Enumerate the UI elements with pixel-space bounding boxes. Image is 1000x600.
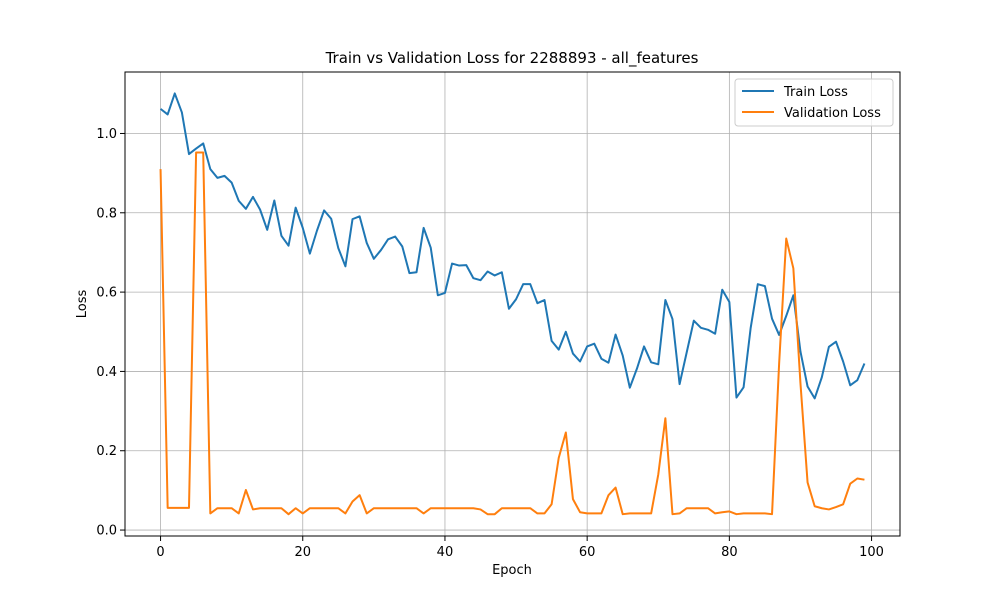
x-axis-ticks: 0 20 40 60 80 100	[156, 536, 884, 560]
x-tick-label: 40	[437, 545, 454, 560]
y-axis-ticks: 0.0 0.2 0.4 0.6 0.8 1.0	[96, 127, 125, 539]
series-line-validation-loss	[159, 151, 865, 516]
y-tick-label: 0.2	[96, 444, 117, 459]
x-axis-label: Epoch	[492, 563, 532, 578]
x-tick-label: 80	[721, 545, 738, 560]
y-tick-label: 0.0	[96, 524, 117, 539]
grid-lines	[125, 72, 900, 536]
chart-title: Train vs Validation Loss for 2288893 - a…	[325, 49, 699, 68]
plot-frame	[124, 71, 901, 537]
y-axis-label: Loss	[75, 290, 90, 319]
y-tick-label: 1.0	[96, 127, 117, 142]
x-tick-label: 0	[156, 545, 164, 560]
x-tick-label: 100	[859, 545, 884, 560]
y-tick-label: 0.6	[96, 286, 117, 301]
legend-label-train-loss: Train Loss	[783, 85, 848, 100]
legend-box	[734, 78, 894, 127]
x-tick-label: 60	[579, 545, 596, 560]
series-line-train-loss	[159, 92, 866, 400]
legend: Train Loss Validation Loss	[734, 78, 894, 127]
legend-label-validation-loss: Validation Loss	[784, 106, 881, 121]
y-tick-label: 0.4	[96, 365, 117, 380]
x-tick-label: 20	[294, 545, 311, 560]
y-tick-label: 0.8	[96, 206, 117, 221]
series-layer	[159, 92, 866, 516]
